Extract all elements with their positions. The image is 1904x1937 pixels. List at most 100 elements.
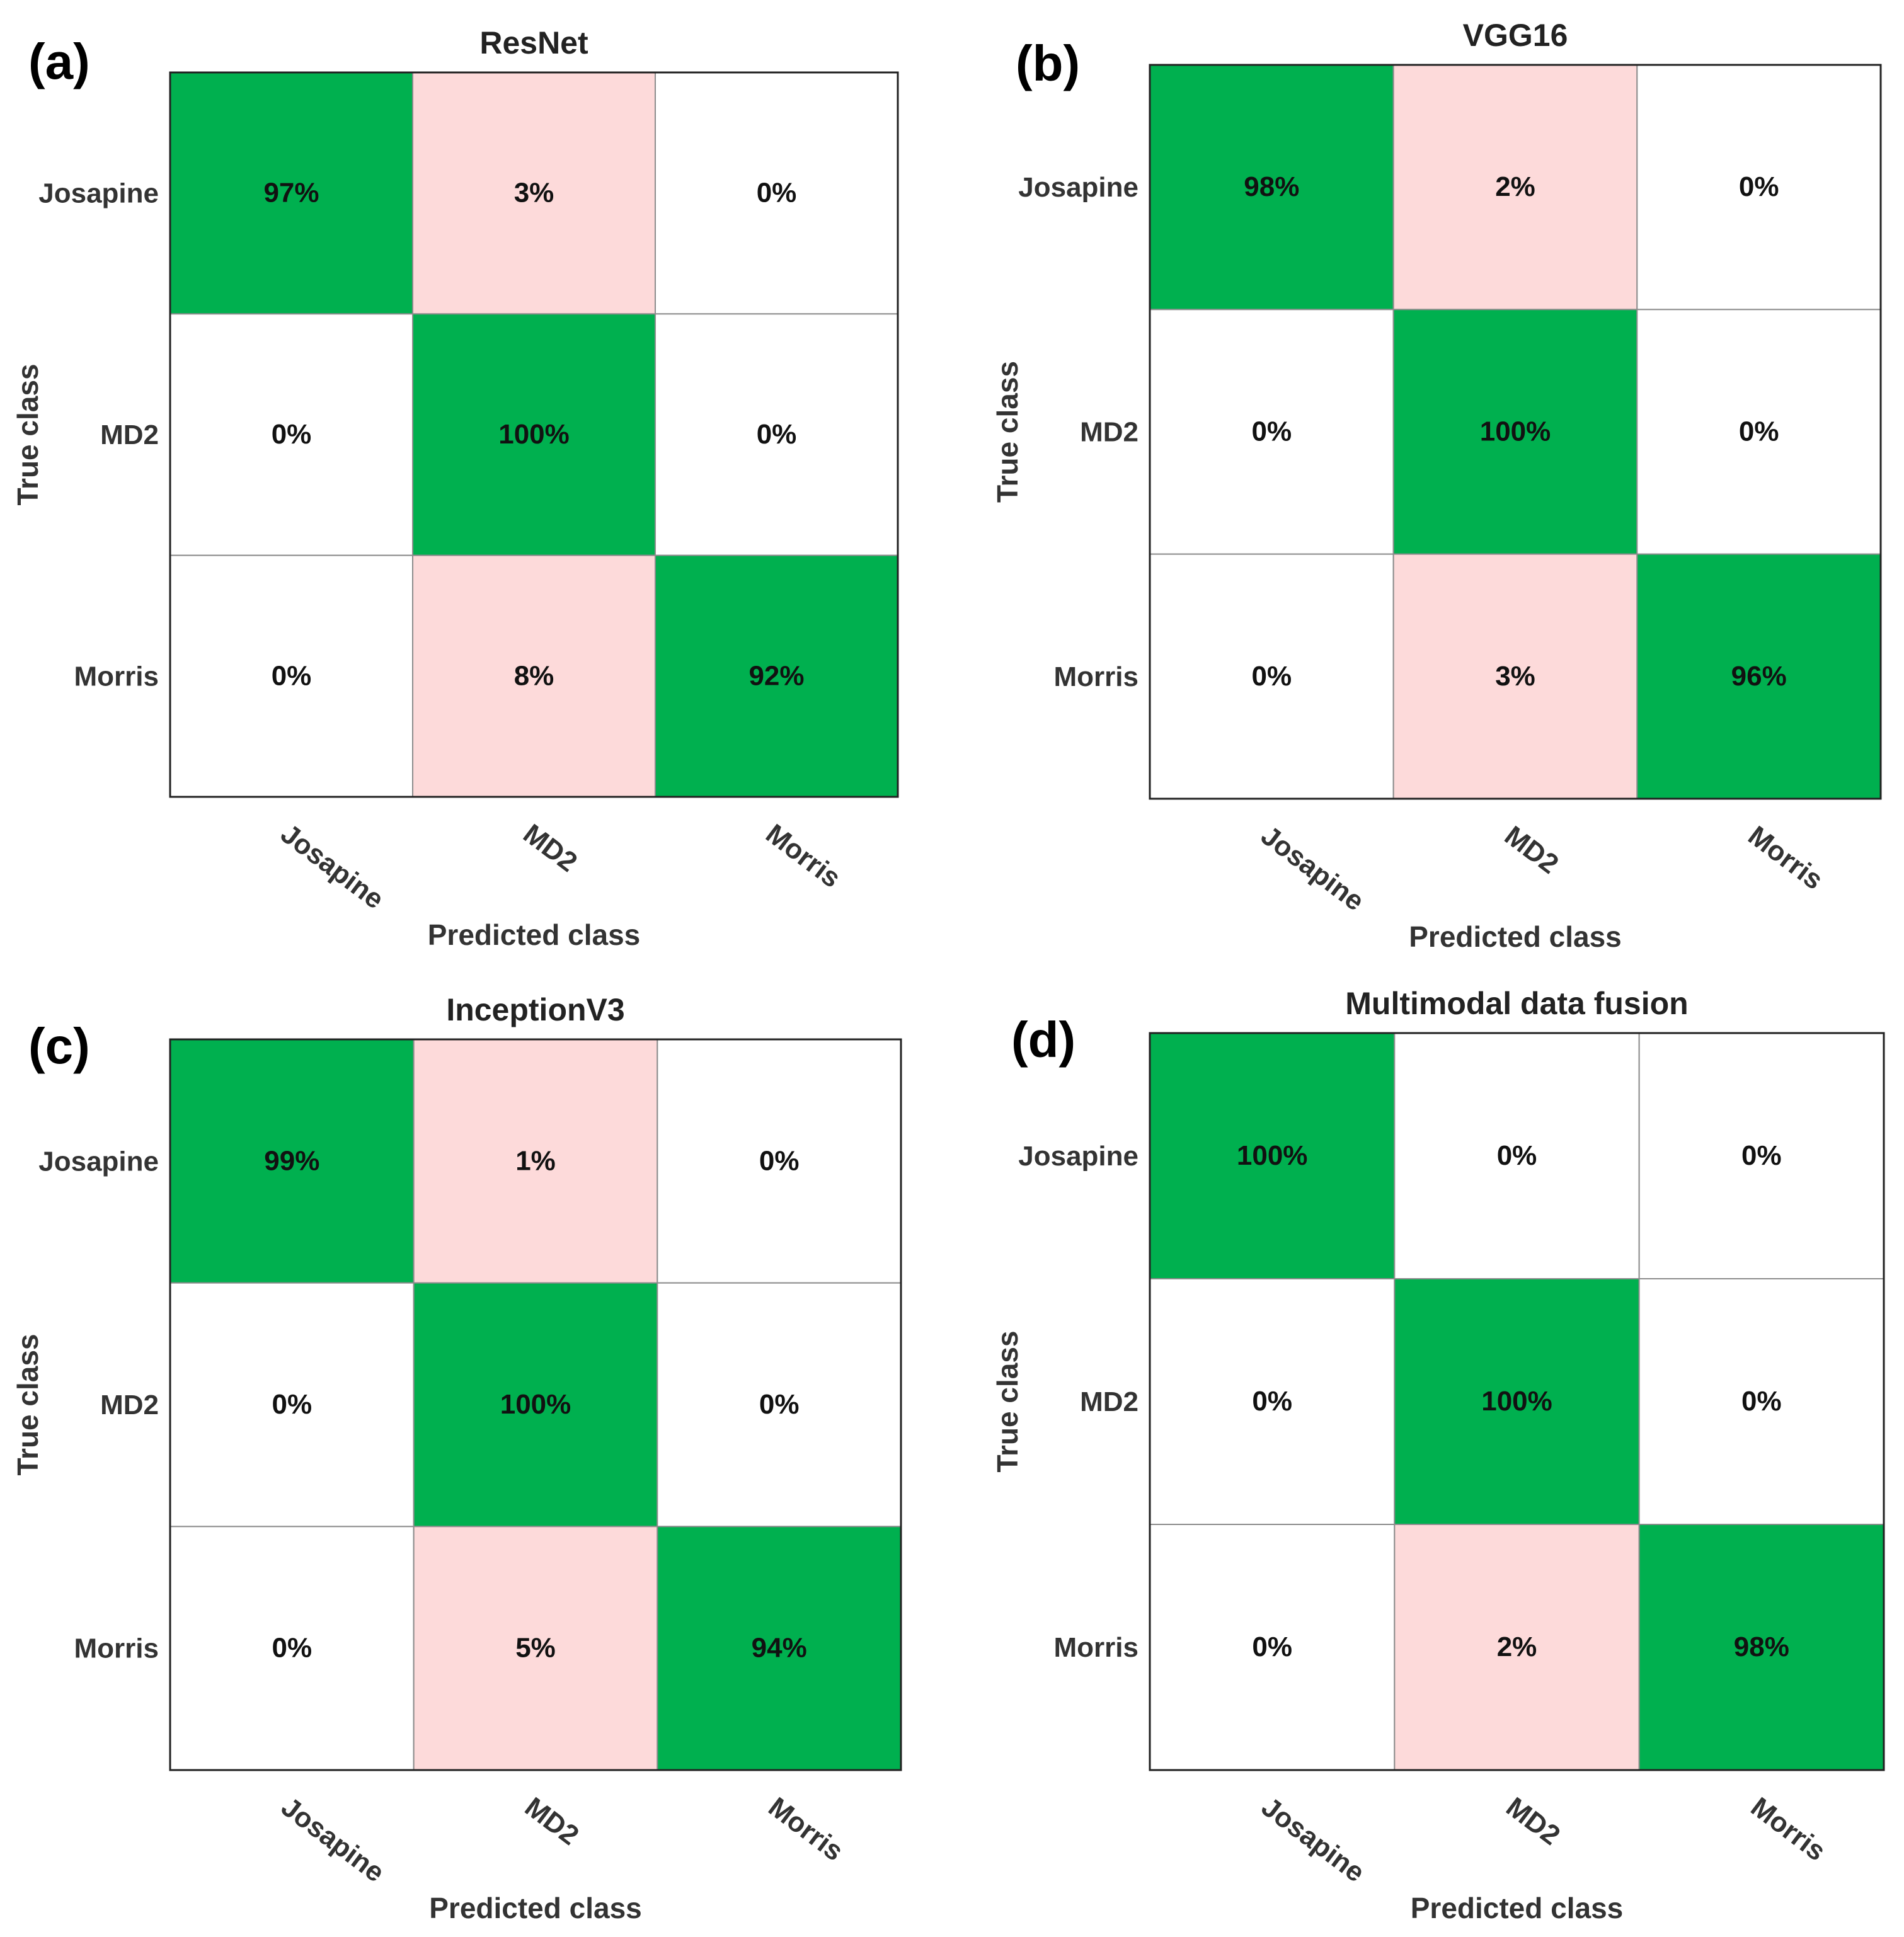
matrix-frame [1149, 64, 1882, 800]
cell-value-label: 8% [514, 660, 554, 691]
cell-value-label: 3% [514, 178, 554, 209]
cell-value-label: 0% [757, 419, 797, 450]
cell-value-label: 98% [1244, 171, 1299, 202]
matrix-cell [657, 1039, 902, 1284]
cell-value-label: 92% [748, 660, 804, 691]
y-axis-label: True class [11, 363, 44, 505]
cell-value-label: 100% [1237, 1140, 1308, 1171]
cell-value-label: 0% [272, 1633, 313, 1664]
row-tick-label: Morris [74, 661, 159, 692]
confusion-matrix-panel-4: (d) Multimodal data fusion 100% 0% 0% 0% 100% 0… [991, 986, 1885, 1924]
matrix-cell [169, 1039, 415, 1284]
cell-value-label: 0% [272, 660, 312, 691]
cell-value-label: 100% [1481, 1386, 1552, 1417]
matrix-cell [1149, 1524, 1396, 1771]
x-axis-label: Predicted class [429, 1892, 642, 1924]
matrix-cell [169, 313, 413, 556]
row-tick-label: Morris [74, 1633, 159, 1664]
cell-value-label: 0% [1252, 1386, 1292, 1417]
cell-value-label: 97% [263, 178, 319, 209]
matrix-cell [1638, 1032, 1885, 1279]
x-axis-label: Predicted class [1409, 920, 1622, 953]
cell-value-label: 100% [1480, 416, 1551, 447]
chart-title: VGG16 [1463, 18, 1568, 53]
cell-value-label: 100% [498, 419, 570, 450]
matrix-cell [1638, 1524, 1885, 1771]
cell-value-label: 0% [757, 178, 797, 209]
panel-letter: (c) [28, 1018, 90, 1074]
cell-value-label: 96% [1731, 661, 1787, 692]
matrix-cell [1638, 1278, 1885, 1525]
confusion-matrix-panel-3: (c) InceptionV3 99% 1% 0% 0% 100% 0% 0% 5% 94% Josa… [11, 992, 902, 1924]
column-tick-label: MD2 [1500, 1791, 1566, 1851]
cell-value-label: 0% [272, 419, 312, 450]
panel-letter: (a) [28, 33, 90, 89]
column-tick-label: Morris [763, 1791, 849, 1867]
matrix-cell [169, 554, 413, 798]
cell-value-label: 0% [1252, 1631, 1292, 1662]
column-tick-label: MD2 [1499, 820, 1564, 880]
matrix-cell [169, 1282, 415, 1528]
cell-value-label: 0% [1739, 171, 1779, 202]
column-tick-label: Morris [1745, 1791, 1832, 1867]
row-tick-label: MD2 [1080, 417, 1138, 448]
matrix-cell [412, 72, 656, 315]
matrix-cell [1636, 309, 1881, 555]
x-axis-label: Predicted class [428, 918, 641, 951]
matrix-cell [1392, 309, 1638, 555]
matrix-cell [1149, 1278, 1396, 1525]
cell-value-label: 0% [1497, 1140, 1537, 1171]
matrix-cell [1636, 64, 1881, 311]
row-tick-label: Morris [1054, 661, 1138, 692]
cell-value-label: 2% [1497, 1631, 1537, 1662]
cell-value-label: 99% [264, 1145, 319, 1176]
column-tick-label: MD2 [519, 1791, 585, 1851]
matrix-cell [169, 72, 413, 315]
matrix-cell [169, 1526, 415, 1771]
column-tick-label: Morris [1743, 820, 1829, 896]
matrix-cell [655, 313, 898, 556]
matrix-cell [1392, 64, 1638, 311]
cell-value-label: 0% [1741, 1386, 1782, 1417]
cell-value-label: 98% [1734, 1631, 1789, 1662]
chart-title: Multimodal data fusion [1345, 986, 1688, 1021]
matrix-cell [657, 1282, 902, 1528]
column-tick-label: Josapine [1256, 1791, 1370, 1888]
row-tick-label: MD2 [100, 1390, 159, 1420]
matrix-cell [1394, 1278, 1640, 1525]
x-axis-label: Predicted class [1411, 1892, 1624, 1924]
y-axis-label: True class [991, 361, 1024, 503]
row-tick-label: MD2 [100, 420, 159, 450]
matrix-cell [1392, 553, 1638, 800]
column-tick-label: Morris [760, 818, 846, 894]
column-tick-label: Josapine [275, 818, 389, 915]
cell-value-label: 100% [500, 1389, 571, 1420]
column-tick-label: Josapine [1255, 820, 1370, 917]
cell-value-label: 0% [272, 1389, 313, 1420]
row-tick-label: Morris [1054, 1632, 1138, 1663]
confusion-matrix-panel-1: (a) ResNet 97% 3% 0% 0% 100% 0% 0% 8% 92% Josapine M… [11, 25, 899, 951]
row-tick-label: Josapine [38, 178, 159, 209]
y-axis-label: True class [11, 1334, 44, 1475]
matrix-cell [1149, 64, 1394, 311]
matrix-frame [1149, 1032, 1885, 1771]
matrix-cell [413, 1039, 658, 1284]
row-tick-label: Josapine [1018, 172, 1138, 203]
cell-value-label: 0% [1739, 416, 1779, 447]
matrix-frame [169, 1038, 902, 1771]
matrix-cell [1636, 553, 1881, 800]
y-axis-label: True class [991, 1330, 1024, 1472]
matrix-cell [412, 313, 656, 556]
row-tick-label: MD2 [1080, 1386, 1138, 1417]
chart-title: InceptionV3 [446, 992, 624, 1027]
panel-letter: (b) [1016, 35, 1080, 91]
cell-value-label: 0% [759, 1145, 800, 1176]
panel-letter: (d) [1011, 1012, 1075, 1068]
matrix-cell [1149, 1032, 1396, 1279]
cell-value-label: 0% [759, 1389, 800, 1420]
matrix-cell [413, 1282, 658, 1528]
matrix-cell [413, 1526, 658, 1771]
cell-value-label: 1% [515, 1145, 556, 1176]
row-tick-label: Josapine [1018, 1141, 1138, 1172]
